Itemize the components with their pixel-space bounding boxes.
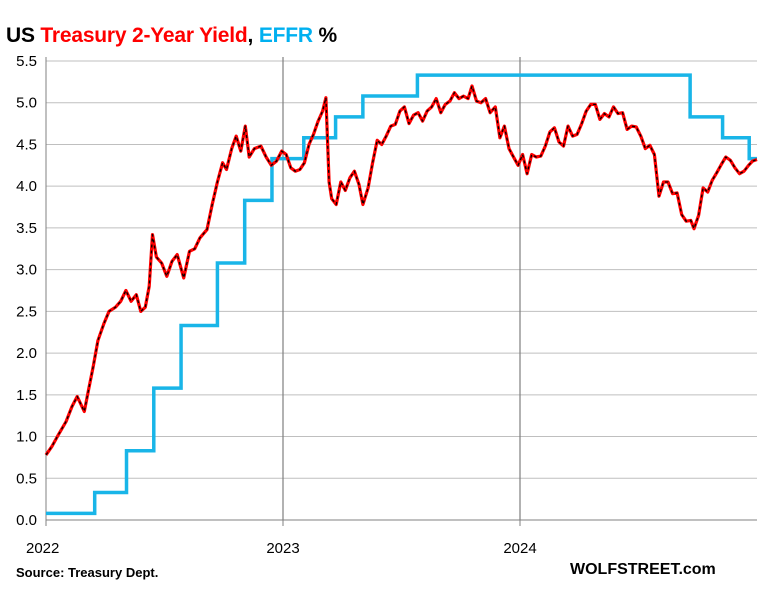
y-tick-label: 1.0 — [16, 429, 37, 446]
title-us: US — [6, 24, 41, 47]
y-tick-label: 5.0 — [16, 95, 37, 112]
tick-labels: 0.0 0.5 1.0 1.5 2.0 2.5 3.0 3.5 4.0 4.5 5.0 5.5 2022… — [16, 53, 537, 557]
axes — [45, 57, 757, 526]
y-tick-label: 4.5 — [16, 136, 37, 153]
gridlines — [46, 60, 757, 479]
title-effr: EFFR — [258, 24, 313, 47]
y-tick-label: 0.5 — [16, 470, 37, 487]
source-note: Source: Treasury Dept. — [16, 565, 159, 580]
brand-label: WOLFSTREET.com — [570, 561, 716, 578]
y-tick-label: 1.5 — [16, 387, 37, 404]
y-tick-label: 2.5 — [16, 303, 37, 320]
series-effr-line — [46, 73, 757, 516]
y-tick-label: 5.5 — [16, 53, 37, 70]
y-tick-label: 0.0 — [16, 512, 37, 529]
y-tick-label: 3.5 — [16, 220, 37, 237]
year-divider-lines — [282, 57, 521, 520]
x-tick-label: 2022 — [26, 540, 59, 557]
title-comma: , — [247, 24, 259, 47]
x-tick-label: 2023 — [266, 540, 299, 557]
y-tick-label: 3.0 — [16, 262, 37, 279]
series-lines — [44, 73, 758, 516]
title-treasury: Treasury 2-Year Yield — [40, 24, 248, 47]
y-tick-label: 2.0 — [16, 345, 37, 362]
chart-title: US Treasury 2-Year Yield, EFFR % — [6, 24, 337, 48]
title-percent: % — [312, 24, 337, 47]
series-yield-dashes — [45, 85, 758, 456]
y-tick-label: 4.0 — [16, 178, 37, 195]
x-tick-label: 2024 — [503, 540, 536, 557]
